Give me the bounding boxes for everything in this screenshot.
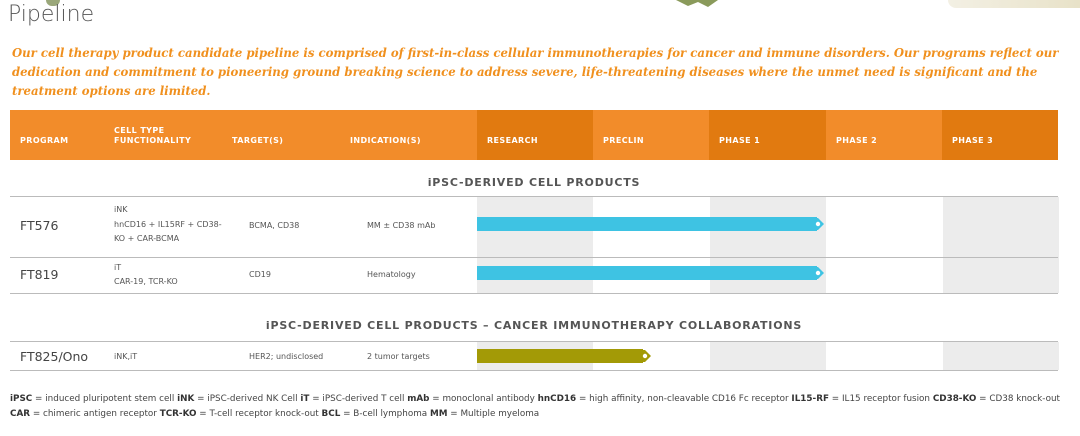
section-title: iPSC-DERIVED CELL PRODUCTS	[427, 176, 641, 189]
footnote-abbr: iT	[300, 394, 310, 404]
footnote-definition: Multiple myeloma	[460, 409, 540, 419]
page-title: Pipeline	[8, 2, 95, 27]
program-name: FT576	[20, 218, 59, 233]
cell-type: iNK,iT	[114, 352, 138, 361]
stage-phase1-shading	[710, 342, 826, 370]
targets: BCMA, CD38	[249, 221, 300, 230]
footnote-definition: CD38 knock-out	[989, 394, 1060, 404]
footnote-definition: B-cell lymphoma	[353, 409, 428, 419]
functionality: hnCD16 + IL15RF + CD38-	[114, 220, 222, 229]
header-phase2: PHASE 2	[826, 110, 942, 160]
targets: HER2; undisclosed	[249, 352, 324, 361]
header-research: RESEARCH	[477, 110, 593, 160]
progress-bar-ft819	[477, 266, 817, 280]
footnote-abbr: TCR-KO	[159, 409, 197, 419]
arrow-icon	[639, 350, 651, 362]
row-divider	[10, 370, 1058, 371]
functionality: CAR-19, TCR-KO	[114, 277, 178, 286]
progress-bar-ft576	[477, 217, 817, 231]
cell-type: iT	[114, 263, 122, 272]
cell-type: iNK	[114, 205, 128, 214]
progress-bar-ft825	[477, 349, 643, 363]
indication: Hematology	[367, 270, 416, 279]
footnote-definition: T-cell receptor knock-out	[209, 409, 319, 419]
footnote-definition: induced pluripotent stem cell	[45, 394, 175, 404]
row-divider	[10, 257, 1058, 258]
pipeline-table-header: PROGRAM CELL TYPE FUNCTIONALITY TARGET(S…	[10, 110, 1058, 160]
intro-paragraph: Our cell therapy product candidate pipel…	[12, 46, 1059, 98]
footnote-abbr: iNK	[177, 394, 195, 404]
stage-phase3-shading	[943, 197, 1059, 293]
indication: 2 tumor targets	[367, 352, 430, 361]
banner-decoration-left	[46, 0, 60, 6]
footnote-definition: high affinity, non-cleavable CD16 Fc rec…	[589, 394, 789, 404]
footnote-abbr: BCL	[321, 409, 341, 419]
arrow-icon	[812, 218, 824, 230]
abbreviations-footnote: iPSC = induced pluripotent stem cell iNK…	[10, 394, 1060, 419]
arrow-icon	[812, 267, 824, 279]
footnote-abbr: mAb	[407, 394, 430, 404]
program-name: FT819	[20, 267, 59, 282]
banner-decoration-right	[948, 0, 1080, 8]
footnote-abbr: IL15-RF	[791, 394, 829, 404]
header-phase1: PHASE 1	[709, 110, 826, 160]
program-name: FT825/Ono	[20, 349, 89, 364]
header-program: PROGRAM	[10, 110, 104, 160]
footnote-definition: monoclonal antibody	[442, 394, 535, 404]
footnote-abbr: CAR	[10, 409, 31, 419]
row-divider	[10, 341, 1058, 342]
indication: MM ± CD38 mAb	[367, 221, 436, 230]
stage-phase3-shading	[943, 342, 1059, 370]
footnote-definition: iPSC-derived T cell	[322, 394, 405, 404]
row-divider	[10, 293, 1058, 294]
header-phase3: PHASE 3	[942, 110, 1058, 160]
footnote-abbr: MM	[429, 409, 448, 419]
footnote-abbr: hnCD16	[537, 394, 577, 404]
row-divider	[10, 196, 1058, 197]
header-preclin: PRECLIN	[593, 110, 709, 160]
header-indications: INDICATION(S)	[340, 110, 477, 160]
footnote-abbr: CD38-KO	[932, 394, 977, 404]
section-title: iPSC-DERIVED CELL PRODUCTS – CANCER IMMU…	[265, 319, 803, 332]
banner-decoration-center	[676, 0, 718, 7]
footnote-definition: chimeric antigen receptor	[43, 409, 157, 419]
functionality-cont: KO + CAR-BCMA	[114, 234, 180, 243]
header-targets: TARGET(S)	[222, 110, 340, 160]
header-cell-type: CELL TYPE FUNCTIONALITY	[104, 110, 222, 160]
footnote-definition: iPSC-derived NK Cell	[207, 394, 298, 404]
targets: CD19	[249, 270, 271, 279]
footnote-abbr: iPSC	[10, 394, 33, 404]
footnote-definition: IL15 receptor fusion	[841, 394, 931, 404]
